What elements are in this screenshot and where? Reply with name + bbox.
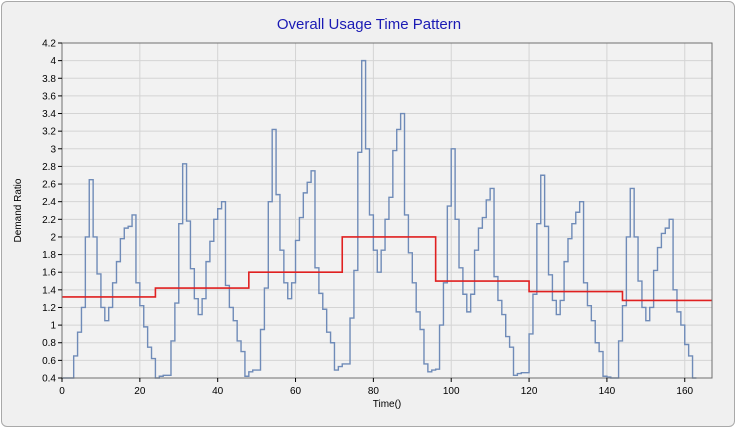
series-line-1: [62, 59, 697, 379]
y-tick-label: 2.2: [42, 215, 56, 226]
y-tick-label: 1.2: [42, 303, 56, 314]
y-tick-label: 0.6: [42, 356, 56, 367]
y-tick-label: 2: [50, 232, 56, 243]
y-tick-label: 3.8: [42, 74, 56, 85]
x-tick-label: 100: [443, 386, 460, 397]
x-tick-label: 20: [134, 386, 146, 397]
x-tick-label: 160: [676, 386, 693, 397]
x-axis-label: Time(): [373, 399, 402, 410]
plot-area: [62, 43, 712, 378]
y-tick-label: 3.4: [42, 109, 56, 120]
y-tick-label: 1.8: [42, 250, 56, 261]
y-tick-label: 2.6: [42, 180, 56, 191]
series-line-2: [62, 236, 712, 302]
y-tick-label: 0.4: [42, 374, 56, 385]
x-tick-label: 60: [290, 386, 302, 397]
x-tick-label: 40: [212, 386, 224, 397]
y-tick-label: 1: [50, 321, 56, 332]
x-axis-ticks: 0 20 40 60 80 100 120 140 160: [59, 378, 694, 397]
y-tick-label: 3.2: [42, 127, 56, 138]
y-axis-ticks: 0.4 0.6 0.8 1 1.2 1.4 1.6 1.8 2 2.2 2.4 2.6 2.8 3 3.2 3…: [42, 39, 62, 385]
y-tick-label: 3: [50, 144, 56, 155]
chart-title: Overall Usage Time Pattern: [276, 16, 462, 33]
y-tick-label: 4.2: [42, 39, 56, 50]
plot-border: [61, 42, 713, 379]
grid-lines: [61, 43, 712, 378]
x-tick-label: 0: [59, 386, 65, 397]
y-tick-label: 4: [50, 56, 56, 67]
y-tick-label: 3.6: [42, 91, 56, 102]
series-layer: [62, 59, 712, 379]
x-tick-label: 80: [368, 386, 380, 397]
y-tick-label: 2.4: [42, 197, 56, 208]
y-tick-label: 0.8: [42, 338, 56, 349]
x-tick-label: 140: [599, 386, 616, 397]
y-tick-label: 1.4: [42, 285, 56, 296]
x-tick-label: 120: [521, 386, 538, 397]
y-tick-label: 2.8: [42, 162, 56, 173]
y-tick-label: 1.6: [42, 268, 56, 279]
y-axis-label: Demand Ratio: [13, 178, 24, 242]
